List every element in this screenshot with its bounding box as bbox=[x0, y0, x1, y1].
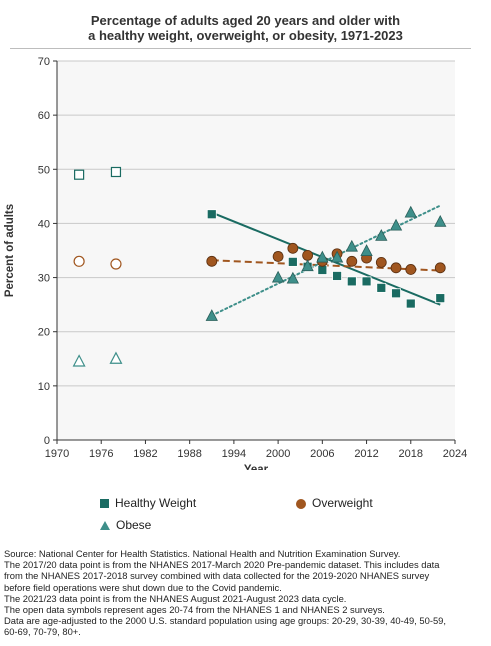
x-tick-label: 2012 bbox=[354, 448, 378, 460]
legend-item-obese: Obese bbox=[100, 518, 151, 532]
footnote-line: before field operations were shut down d… bbox=[4, 581, 282, 593]
data-point-healthy-weight bbox=[405, 298, 416, 309]
data-point-obese bbox=[360, 244, 373, 256]
y-axis-label: Percent of adults bbox=[4, 204, 16, 297]
legend-item-overweight: Overweight bbox=[296, 496, 373, 510]
data-point-overweight bbox=[375, 257, 387, 268]
data-point-obese bbox=[286, 271, 300, 284]
triangle-marker-icon bbox=[100, 521, 110, 531]
legend-label: Healthy Weight bbox=[115, 496, 197, 510]
y-tick-label: 30 bbox=[38, 273, 50, 285]
data-point-obese bbox=[316, 250, 329, 263]
data-point-healthy-weight bbox=[361, 276, 372, 287]
data-point-obese bbox=[301, 259, 314, 272]
y-tick-label: 10 bbox=[38, 381, 50, 393]
x-tick-label: 1994 bbox=[222, 448, 246, 460]
data-point-overweight bbox=[390, 262, 402, 274]
x-tick-label: 2006 bbox=[310, 448, 334, 460]
x-tick-label: 2024 bbox=[443, 448, 467, 460]
data-point-healthy-weight bbox=[376, 282, 387, 293]
chart-title-line-1: Percentage of adults aged 20 years and o… bbox=[90, 13, 401, 28]
data-point-overweight bbox=[346, 255, 358, 267]
data-point-obese bbox=[404, 205, 417, 218]
y-tick-label: 70 bbox=[38, 56, 50, 68]
x-tick-label: 1970 bbox=[45, 448, 69, 460]
circle-marker-icon bbox=[296, 498, 306, 509]
footnote-line: The open data symbols represent ages 20-… bbox=[4, 604, 385, 616]
plot-area bbox=[57, 61, 455, 440]
footnote-line: Data are age-adjusted to the 2000 U.S. s… bbox=[4, 615, 446, 627]
x-tick-label: 1976 bbox=[89, 448, 113, 460]
open-point-obese bbox=[109, 351, 123, 364]
data-point-obese bbox=[205, 309, 218, 321]
y-tick-label: 0 bbox=[44, 435, 50, 447]
data-point-overweight bbox=[302, 249, 313, 261]
data-point-healthy-weight bbox=[332, 271, 342, 281]
data-point-overweight bbox=[405, 264, 417, 275]
legend-label: Obese bbox=[116, 518, 152, 532]
footnotes: Source: National Center for Health Stati… bbox=[4, 548, 488, 638]
open-point-healthy-weight bbox=[110, 166, 122, 178]
square-marker-icon bbox=[100, 499, 109, 509]
data-point-healthy-weight bbox=[287, 256, 298, 267]
y-tick-label: 60 bbox=[38, 110, 50, 122]
x-tick-label: 1982 bbox=[133, 448, 157, 460]
footnote-line: 60-69, 70-79, 80+. bbox=[4, 626, 81, 638]
footnote-line: The 2017/20 data point is from the NHANE… bbox=[4, 559, 440, 571]
data-point-obese bbox=[330, 250, 344, 263]
open-point-overweight bbox=[110, 258, 122, 270]
y-tick-label: 50 bbox=[38, 164, 50, 176]
data-point-obese bbox=[434, 214, 447, 227]
open-point-overweight bbox=[73, 255, 85, 267]
footnote-line: Source: National Center for Health Stati… bbox=[4, 548, 401, 559]
open-point-healthy-weight bbox=[74, 169, 85, 180]
data-point-healthy-weight bbox=[317, 265, 328, 275]
data-point-healthy-weight bbox=[435, 293, 446, 304]
data-point-obese bbox=[389, 218, 403, 231]
legend-item-healthy-weight: Healthy Weight bbox=[100, 496, 196, 510]
x-tick-label: 2018 bbox=[399, 448, 423, 460]
chart-plot: 0 10 20 30 40 50 60 70 1970 1976 1982 1988 1994 2000 2… bbox=[4, 56, 467, 470]
data-point-healthy-weight bbox=[391, 288, 401, 299]
data-point-obese bbox=[375, 229, 388, 241]
footnote-line: The 2021/23 data point is from the NHANE… bbox=[4, 592, 347, 604]
data-point-healthy-weight bbox=[346, 276, 357, 287]
data-point-obese bbox=[271, 270, 285, 283]
data-point-overweight bbox=[287, 242, 299, 254]
x-tick-label: 2000 bbox=[266, 448, 290, 460]
y-tick-label: 20 bbox=[38, 327, 50, 339]
x-tick-label: 1988 bbox=[177, 448, 201, 460]
data-point-obese bbox=[345, 239, 358, 252]
x-axis-label: Year bbox=[244, 464, 269, 470]
data-point-healthy-weight bbox=[206, 209, 217, 220]
data-point-overweight bbox=[206, 255, 218, 267]
title-divider bbox=[10, 48, 471, 49]
chart-title-line-2: a healthy weight, overweight, or obesity… bbox=[88, 28, 403, 43]
y-tick-label: 40 bbox=[38, 218, 50, 230]
footnote-line: from the NHANES 2017-2018 survey combine… bbox=[4, 570, 430, 582]
data-point-overweight bbox=[272, 251, 284, 262]
open-point-obese bbox=[72, 354, 86, 367]
data-point-overweight bbox=[434, 262, 446, 274]
legend-label: Overweight bbox=[312, 496, 373, 510]
